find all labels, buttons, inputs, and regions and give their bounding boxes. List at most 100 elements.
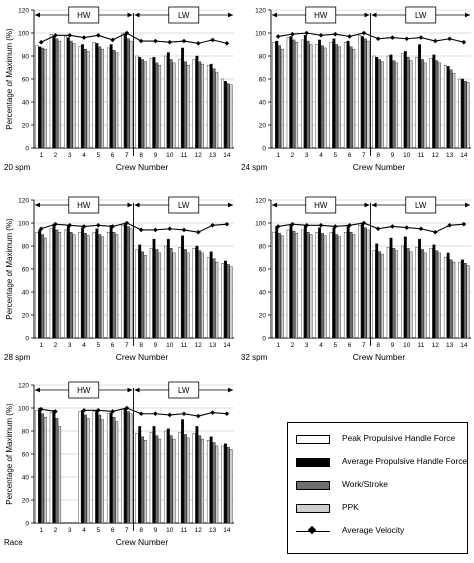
bar-work [320, 45, 324, 149]
x-axis-label: Crew Number [116, 162, 169, 172]
y-tick-label: 20 [259, 123, 267, 130]
bar-peak [358, 225, 362, 339]
bar-work [83, 48, 87, 149]
arrow-head-icon [35, 387, 40, 393]
bar-work [155, 62, 159, 149]
bar-ppk [338, 236, 341, 339]
velocity-point [138, 38, 144, 44]
bar-work [126, 226, 130, 339]
x-tick-label: 8 [376, 342, 380, 349]
x-tick-label: 11 [418, 342, 425, 349]
y-tick-label: 120 [18, 383, 29, 390]
bar-avg [195, 55, 199, 149]
bar-avg [446, 66, 450, 149]
bar-peak [192, 433, 196, 524]
bar-ppk [452, 261, 456, 339]
velocity-point [110, 37, 115, 43]
y-tick-label: 20 [22, 498, 30, 505]
bar-ppk [229, 266, 233, 339]
bar-ppk [201, 252, 204, 339]
bar-avg [124, 222, 127, 339]
legend-swatch-ppk [296, 504, 330, 513]
bar-ppk [86, 235, 90, 339]
bar-avg [52, 223, 56, 339]
x-tick-label: 1 [39, 342, 43, 349]
legend-swatch-work [296, 481, 330, 490]
bar-ppk [215, 445, 219, 524]
x-tick-label: 1 [276, 342, 280, 349]
arrow-head-icon [272, 12, 277, 18]
bar-work [212, 258, 216, 339]
x-tick-label: 14 [460, 152, 468, 159]
bar-ppk [295, 233, 299, 339]
x-tick-label: 6 [111, 527, 115, 534]
bar-avg [152, 238, 156, 339]
bar-peak [121, 32, 125, 149]
bar-ppk [452, 73, 456, 149]
bar-avg [461, 78, 464, 149]
legend-item-avg: Average Propulsive Handle Force [296, 456, 467, 469]
velocity-line [40, 32, 227, 44]
bar-peak [49, 33, 53, 149]
bar-ppk [158, 65, 162, 149]
y-tick-label: 60 [259, 77, 267, 84]
velocity-point [124, 405, 130, 411]
velocity-point [304, 30, 310, 36]
bar-peak [106, 47, 110, 149]
x-tick-label: 13 [209, 152, 217, 159]
y-tick-label: 120 [18, 198, 29, 205]
y-tick-label: 80 [22, 429, 30, 436]
x-tick-label: 3 [68, 527, 72, 534]
bar-avg [318, 39, 322, 149]
legend-item-ppk: PPK [296, 502, 466, 515]
velocity-point [447, 223, 452, 228]
bar-ppk [409, 60, 413, 149]
y-tick-label: 80 [22, 244, 30, 251]
bar-avg [81, 410, 85, 524]
bar-work [278, 45, 281, 149]
x-tick-label: 10 [166, 152, 174, 159]
x-tick-label: 6 [111, 342, 115, 349]
bar-avg [361, 222, 364, 339]
y-tick-label: 100 [255, 221, 266, 228]
bar-peak [92, 411, 96, 524]
bar-ppk [323, 235, 327, 339]
y-tick-label: 40 [259, 100, 267, 107]
x-tick-label: 8 [139, 152, 143, 159]
bar-avg [209, 63, 213, 149]
bar-avg [461, 259, 464, 339]
velocity-point [53, 409, 58, 414]
bar-peak [221, 445, 225, 524]
y-tick-label: 0 [25, 521, 29, 528]
arrow-head-icon [371, 12, 377, 18]
velocity-point [67, 223, 73, 228]
y-tick-label: 120 [255, 8, 266, 15]
bar-avg [66, 225, 70, 339]
y-tick-label: 40 [259, 290, 267, 297]
bar-ppk [280, 235, 284, 339]
legend-swatch-peak [296, 435, 330, 444]
legend-label-peak: Peak Propulsive Handle Force [342, 433, 456, 443]
bar-ppk [72, 43, 76, 149]
bar-avg [275, 226, 279, 339]
bar-work [363, 227, 367, 339]
x-tick-label: 14 [223, 527, 231, 534]
x-axis-label: Crew Number [116, 537, 169, 547]
y-tick-label: 60 [22, 267, 30, 274]
bar-peak [92, 232, 96, 339]
bar-ppk [201, 438, 204, 524]
velocity-point [181, 227, 187, 233]
bar-ppk [101, 419, 104, 524]
velocity-point [67, 33, 73, 38]
velocity-point [138, 227, 144, 233]
bar-work [183, 434, 187, 524]
bar-work [141, 251, 144, 339]
x-tick-label: 10 [403, 342, 411, 349]
bar-ppk [229, 84, 233, 149]
x-tick-label: 4 [319, 342, 323, 349]
velocity-point [224, 411, 230, 417]
bar-work [41, 234, 44, 339]
velocity-point [110, 224, 115, 229]
bar-peak [206, 257, 210, 339]
bar-ppk [366, 229, 370, 339]
